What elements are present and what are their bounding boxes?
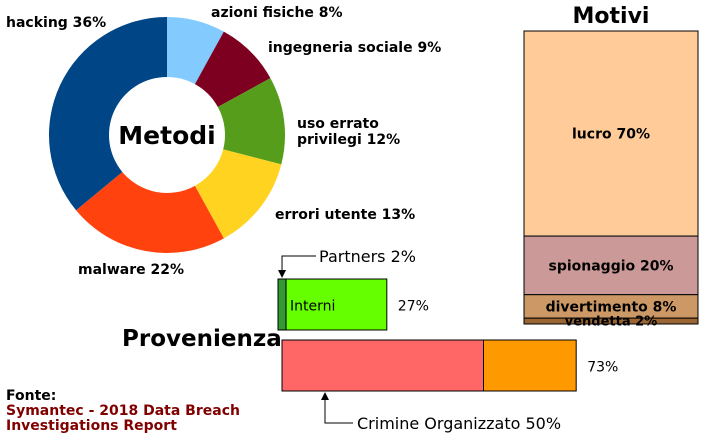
motivi-segment-label: lucro 70% — [572, 127, 650, 143]
partners-callout-label: Partners 2% — [319, 247, 416, 266]
motivi-segment — [523, 30, 699, 237]
motivi-segment-label: vendetta 2% — [565, 315, 657, 330]
partners-callout-line — [281, 255, 317, 277]
pie-slice-label: ingegneria sociale 9% — [268, 40, 441, 56]
source-line-1: Symantec - 2018 Data Breach — [6, 403, 240, 419]
pie-slice-label: azioni fisiche 8% — [211, 5, 343, 21]
crimine-callout-line — [324, 393, 353, 424]
pie-slice-label-line: privilegi 12% — [297, 132, 400, 148]
motivi-segment — [523, 317, 699, 325]
provenienza-title: Provenienza — [122, 326, 282, 352]
motivi-segment — [523, 235, 699, 296]
partners-callout-arrow — [278, 270, 287, 278]
pie-slice-label: malware 22% — [78, 262, 184, 278]
source-heading: Fonte: — [6, 388, 57, 404]
motivi-segment-label: spionaggio 20% — [548, 258, 673, 274]
pie-slice-label: errori utente 13% — [275, 207, 415, 223]
source-note: Fonte: Symantec - 2018 Data Breach Inves… — [6, 389, 240, 434]
provenienza-segment — [281, 339, 484, 392]
provenienza-segment — [285, 278, 388, 331]
source-line-2: Investigations Report — [6, 418, 177, 434]
provenienza-total-label: 73% — [587, 360, 618, 376]
provenienza-inner-label: Interni — [290, 299, 335, 315]
pie-center-label: Metodi — [118, 121, 215, 150]
crimine-callout-arrow — [321, 392, 329, 400]
motivi-segment-label: divertimento 8% — [546, 299, 677, 315]
pie-slice — [194, 31, 271, 108]
provenienza-segment — [277, 278, 287, 331]
pie-slice — [167, 17, 224, 85]
provenienza-total-label: 27% — [398, 299, 429, 315]
pie-slice — [76, 171, 224, 253]
provenienza-segment — [483, 339, 577, 392]
pie-slice — [194, 149, 282, 239]
pie-slice — [48, 16, 167, 211]
pie-slice — [217, 78, 285, 165]
pie-slice-label: uso errato privilegi 12% — [297, 116, 400, 148]
motivi-title: Motivi — [573, 4, 650, 29]
crimine-callout-label: Crimine Organizzato 50% — [357, 414, 561, 433]
pie-slice-label: hacking 36% — [6, 15, 106, 31]
pie-slice-label-line: uso errato — [297, 116, 379, 132]
